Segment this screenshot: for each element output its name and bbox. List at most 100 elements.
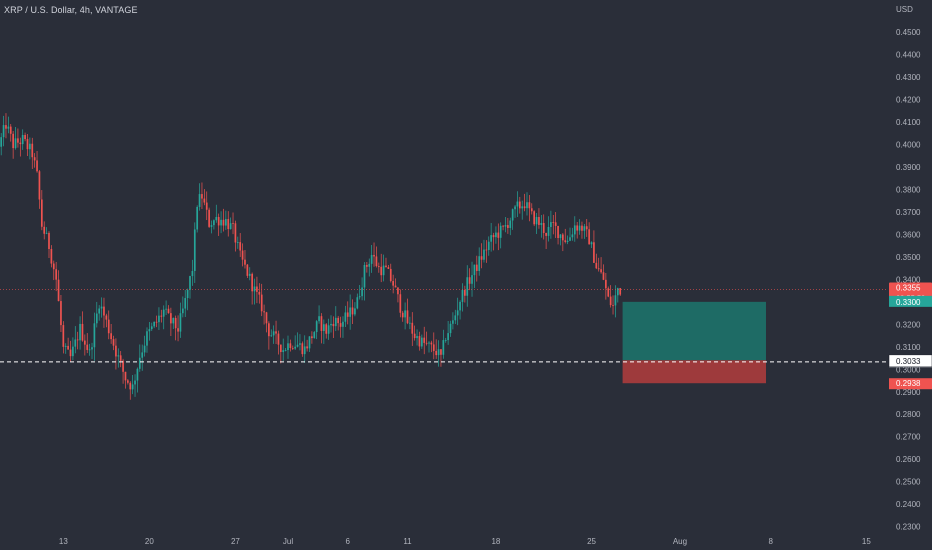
take-profit-label [889,295,932,307]
time-tick-label: 15 [862,537,871,546]
candle-body [612,305,614,306]
time-axis[interactable]: 13 20 27 Jul 6 11 18 25 Aug 8 15 [59,537,871,546]
candle-body [60,301,62,326]
candle-body [236,242,239,243]
candle-body [246,264,249,276]
candle-body [79,323,81,341]
candle-body [447,333,449,341]
candle-body [127,380,129,383]
candle-body [0,137,3,147]
time-tick-label: Jul [283,537,293,546]
price-axis-unit: USD [896,5,913,14]
candle-body [105,315,108,320]
candle-body [64,345,67,347]
candle-body [373,254,375,257]
candle-body [339,323,342,327]
candle-body [72,346,74,357]
candle-body [270,335,273,337]
candle-body [528,202,531,209]
candle-body [174,317,177,329]
candle-body [332,323,335,327]
candle-body [600,269,602,273]
candle-body [466,277,469,296]
candle-body [81,323,84,341]
candle-body [358,296,361,298]
candle-body [588,229,590,245]
price-tick-label: 0.4200 [896,96,921,105]
candle-body [172,317,175,324]
candle-body [208,209,210,227]
price-tick-label: 0.2500 [896,478,921,487]
candle-body [150,326,153,330]
candle-body [569,237,571,241]
candle-body [93,323,96,348]
candle-body [490,235,492,242]
candle-body [495,232,497,238]
candle-body [7,126,10,129]
candle-body [375,256,378,267]
candle-body [399,294,402,313]
stop-loss-value: 0.2938 [896,379,921,388]
candle-body [337,317,340,324]
candle-body [189,276,191,290]
price-tick-label: 0.2400 [896,500,921,509]
candle-body [153,321,156,327]
candle-body [239,242,242,251]
price-tick-label: 0.3500 [896,253,921,262]
candle-body [409,322,411,324]
candle-body [146,331,148,346]
candle-body [504,225,507,227]
candle-body [413,333,416,339]
candle-body [179,313,182,332]
candle-body [210,225,213,227]
price-tick-label: 0.3700 [896,208,921,217]
candle-body [593,242,595,263]
price-tick-label: 0.2800 [896,410,921,419]
candle-body [518,201,521,209]
price-tick-label: 0.3100 [896,343,921,352]
candle-body [566,240,569,242]
candle-body [272,331,275,336]
candle-body [129,382,132,390]
candle-body [193,229,196,271]
candle-body [416,336,418,339]
candle-body [289,343,292,348]
candle-body [86,344,89,350]
price-tick-label: 0.4300 [896,73,921,82]
candle-body [354,308,356,315]
candle-body [234,223,237,243]
candle-body [464,289,466,296]
candle-body [303,346,306,355]
price-axis[interactable]: USD 0.4500 0.4400 0.4300 0.4200 0.4100 0.4000 0… [896,5,921,532]
candle-body [351,307,354,315]
candle-body [499,225,502,238]
candle-body [215,216,218,221]
price-lines [0,289,888,363]
candle-body [557,225,559,239]
candle-body [57,279,60,302]
price-tick-label: 0.4000 [896,141,921,150]
candle-body [590,242,593,245]
candle-body [607,288,610,297]
candle-body [385,265,387,268]
candle-body [155,321,158,323]
candle-body [31,143,34,158]
time-tick-label: 8 [769,537,774,546]
candle-body [397,287,399,295]
candle-body [545,232,547,236]
candle-body [24,135,26,140]
candle-body [550,222,552,227]
candle-body [220,219,222,226]
time-tick-label: 27 [231,537,240,546]
candle-body [425,342,428,344]
candle-body [36,160,38,172]
candle-body [244,259,246,265]
candle-body [521,206,524,209]
candle-body [437,349,440,356]
candle-body [478,256,481,271]
candle-body [428,342,430,344]
position-tool[interactable] [622,301,766,384]
time-tick-label: 25 [587,537,596,546]
